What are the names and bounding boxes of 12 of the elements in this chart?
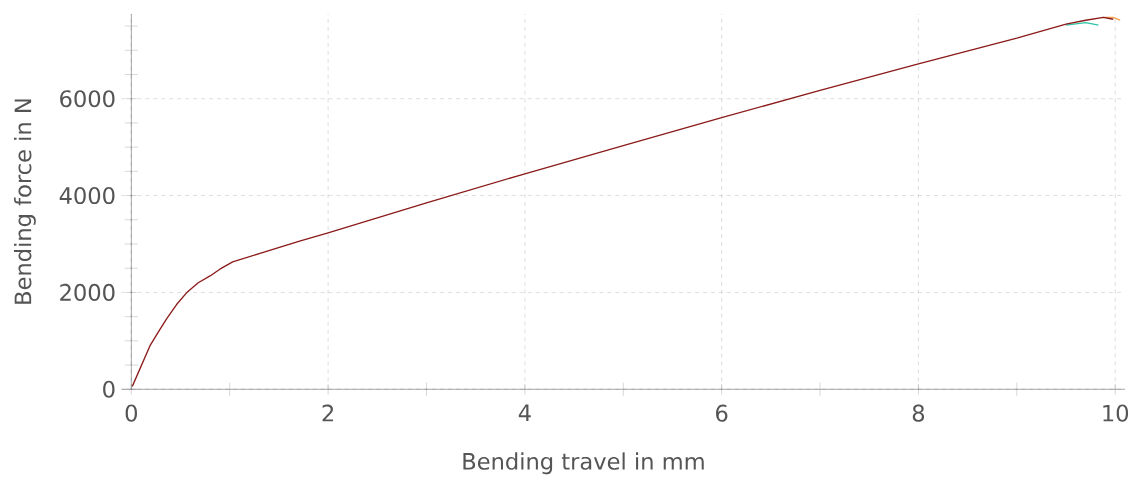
x-axis-title: Bending travel in mm [463, 452, 704, 475]
y-tick-label: 4000 [59, 187, 115, 205]
x-tick-label: 8 [912, 404, 925, 422]
y-tick-label: 2000 [60, 283, 115, 302]
x-tick-label: 10 [1103, 404, 1129, 422]
y-tick-label: 6000 [60, 90, 115, 108]
x-tick-label: 6 [716, 404, 728, 422]
x-tick-label: 0 [125, 404, 137, 422]
y-tick-label: 0 [103, 380, 115, 398]
x-tick-label: 4 [518, 404, 531, 422]
y-axis-title: Bending force in N [13, 99, 36, 304]
x-tick-label: 2 [322, 404, 334, 422]
